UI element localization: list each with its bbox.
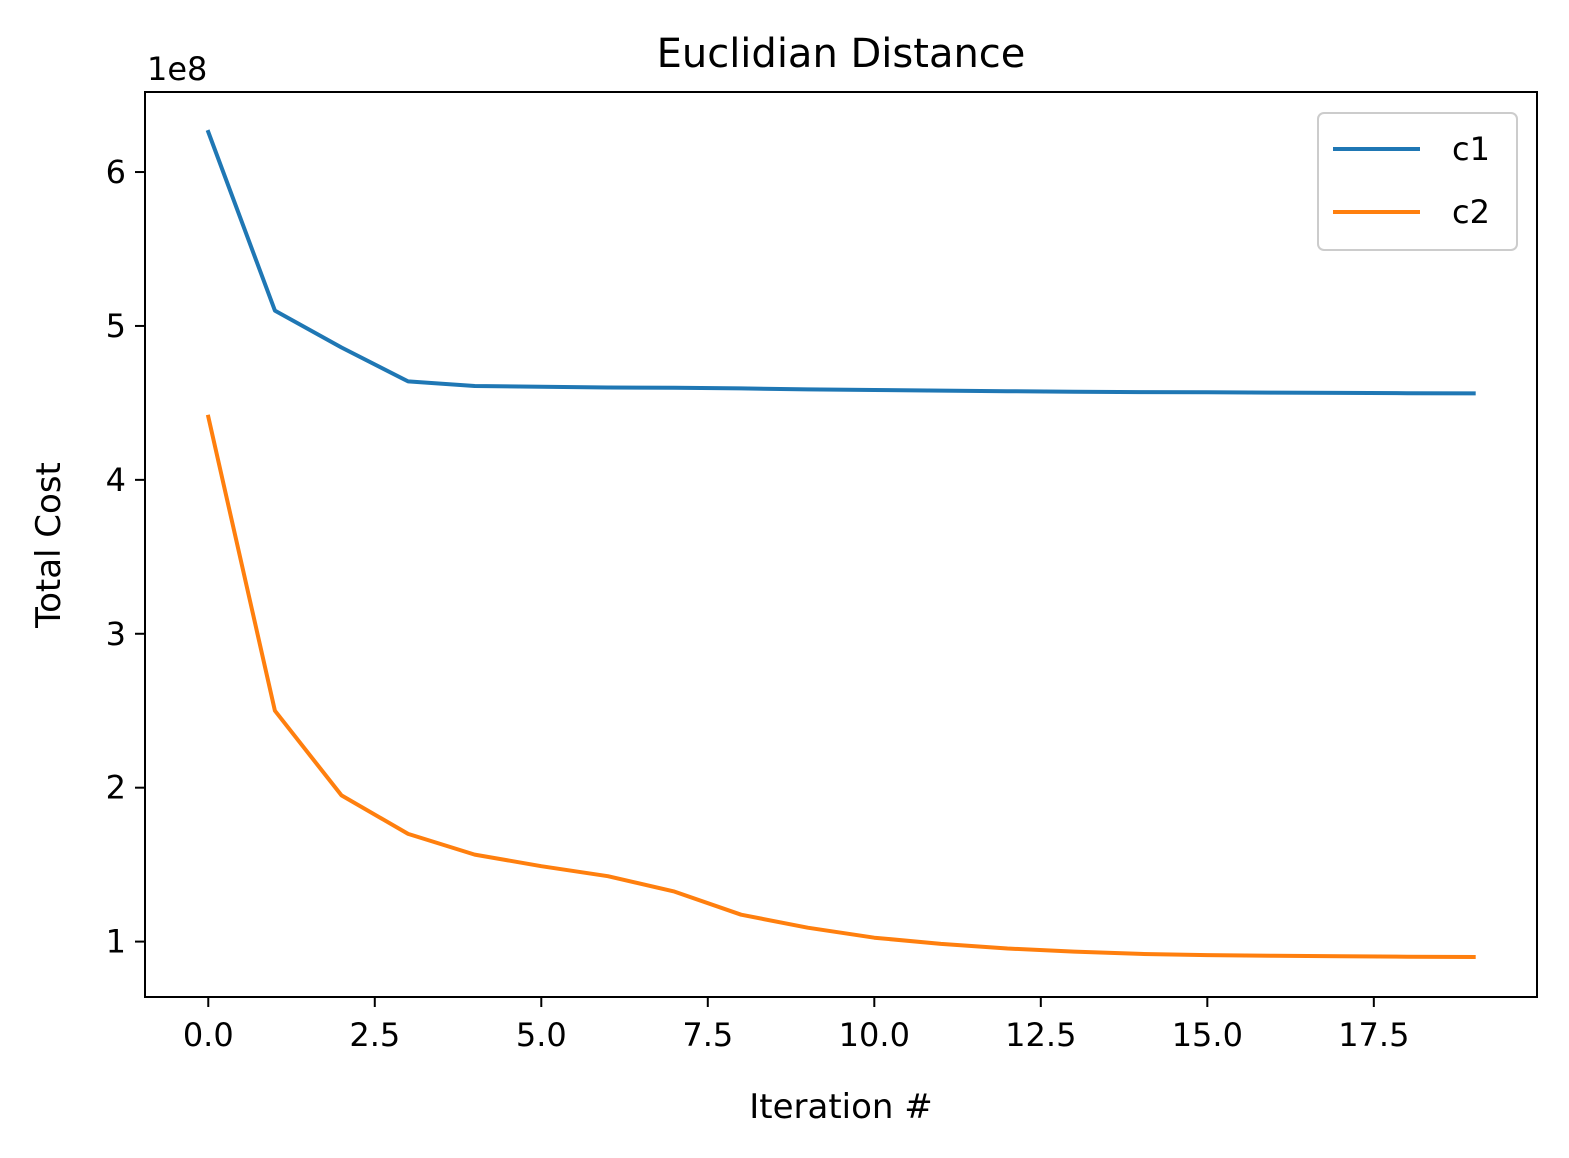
plot-area [144, 91, 1538, 998]
y-tick-label: 2 [106, 769, 126, 807]
x-axis-label: Iteration # [749, 1087, 933, 1127]
x-tick-label: 17.5 [1338, 1016, 1409, 1054]
y-tick-label: 6 [106, 153, 126, 191]
y-axis-ticks: 1 2 3 4 5 6 [106, 153, 145, 961]
x-tick-label: 2.5 [349, 1016, 400, 1054]
x-axis-ticks: 0.0 2.5 5.0 7.5 10.0 12.5 15.0 17.5 [183, 997, 1409, 1054]
y-tick-label: 3 [106, 615, 126, 653]
x-tick-label: 7.5 [682, 1016, 733, 1054]
axes-frame [144, 91, 1538, 998]
series-line-c1 [205, 129, 1476, 396]
x-tick-label: 5.0 [516, 1016, 567, 1054]
series-layer [205, 129, 1476, 960]
x-tick-label: 15.0 [1172, 1016, 1243, 1054]
x-tick-label: 10.0 [839, 1016, 910, 1054]
x-tick-label: 0.0 [183, 1016, 234, 1054]
y-tick-label: 1 [106, 923, 126, 961]
y-axis-label: Total Cost [29, 462, 69, 629]
y-tick-label: 4 [106, 461, 126, 499]
y-tick-label: 5 [106, 307, 126, 345]
legend-label-c1: c1 [1452, 130, 1490, 168]
series-line-c2 [205, 414, 1476, 960]
y-offset-label: 1e8 [147, 50, 207, 88]
legend: c1 c2 [1317, 112, 1518, 251]
x-tick-label: 12.5 [1005, 1016, 1076, 1054]
chart-title: Euclidian Distance [657, 31, 1026, 77]
legend-label-c2: c2 [1452, 193, 1490, 231]
